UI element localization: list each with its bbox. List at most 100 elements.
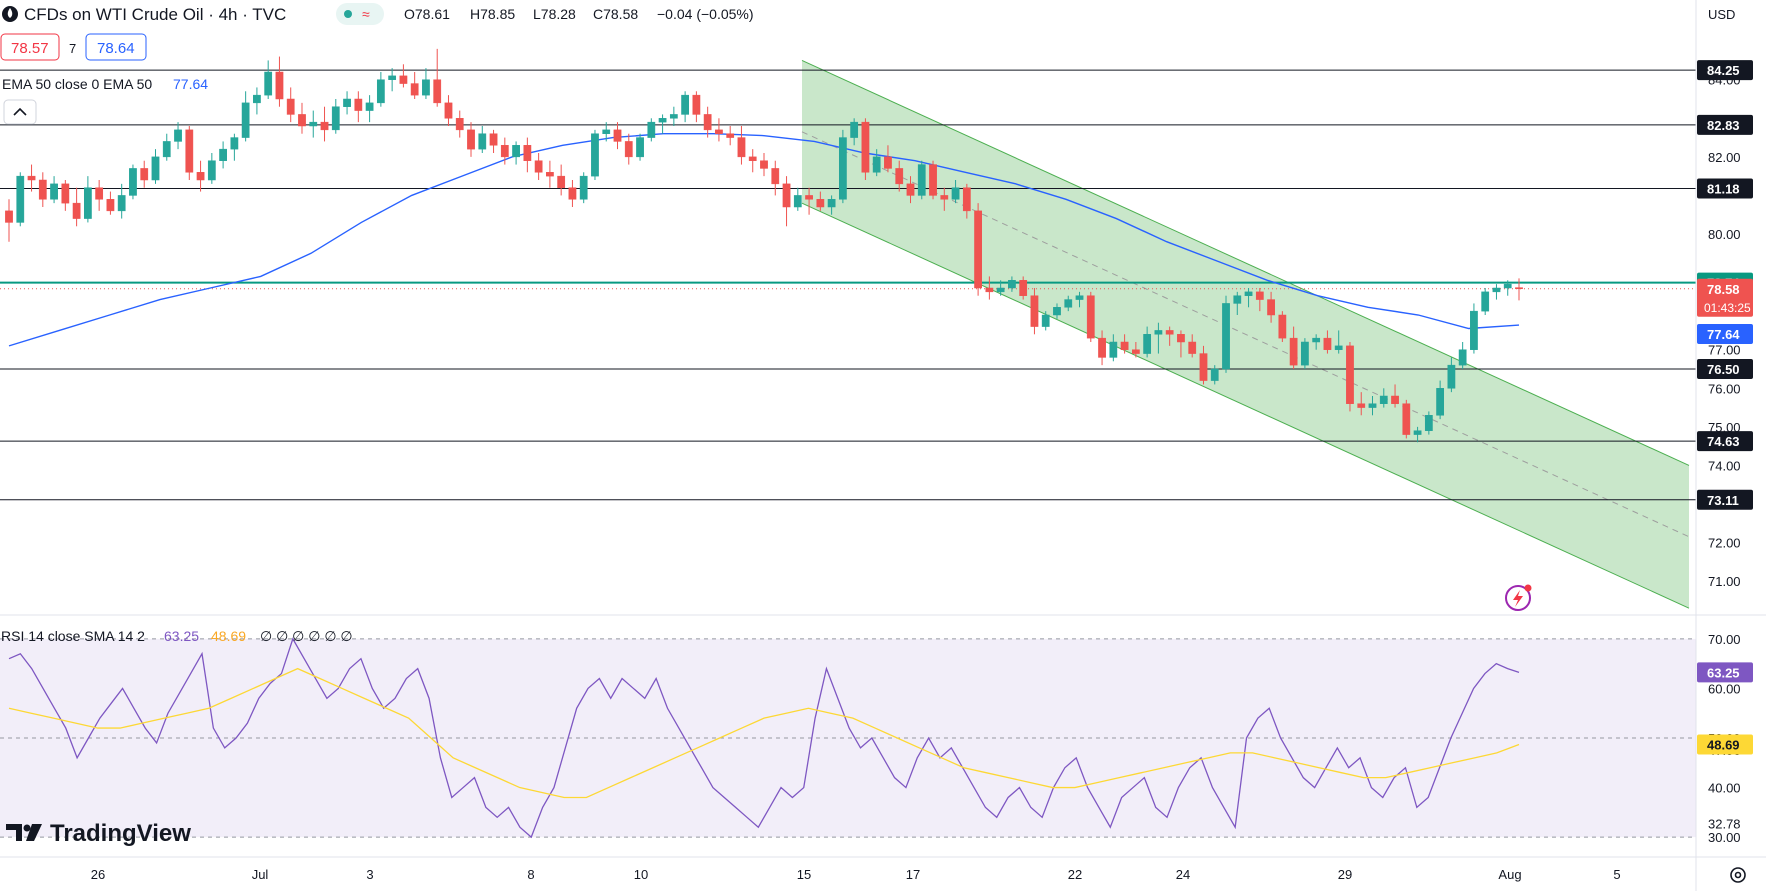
candle[interactable]	[433, 48, 442, 107]
candle[interactable]	[1064, 295, 1073, 312]
regression-channel[interactable]	[801, 59, 1690, 609]
candle[interactable]	[861, 118, 870, 180]
candle[interactable]	[264, 60, 273, 99]
candle[interactable]	[219, 141, 227, 169]
candle[interactable]	[331, 99, 340, 134]
candle[interactable]	[1391, 384, 1399, 408]
candle[interactable]	[951, 180, 960, 204]
candle[interactable]	[230, 133, 239, 161]
candle[interactable]	[162, 133, 171, 161]
candle[interactable]	[129, 164, 137, 200]
candle[interactable]	[827, 195, 836, 215]
main-pane[interactable]	[0, 0, 1696, 615]
candle[interactable]	[929, 160, 937, 200]
candle[interactable]	[1436, 380, 1445, 420]
candle[interactable]	[50, 176, 58, 204]
candle[interactable]	[196, 160, 205, 192]
candle[interactable]	[793, 187, 802, 211]
currency-label[interactable]: USD	[1708, 7, 1735, 22]
candle[interactable]	[1086, 291, 1095, 342]
candle[interactable]	[241, 91, 250, 142]
candle[interactable]	[748, 149, 757, 173]
candle[interactable]	[500, 137, 509, 165]
candlestick-series[interactable]	[5, 48, 1523, 443]
candle[interactable]	[253, 87, 261, 115]
candle[interactable]	[613, 122, 622, 150]
candle[interactable]	[624, 133, 633, 165]
candle[interactable]	[523, 137, 532, 173]
tradingview-logo[interactable]: TradingView	[6, 820, 191, 847]
candle[interactable]	[343, 91, 351, 115]
candle[interactable]	[850, 118, 859, 146]
candle[interactable]	[1334, 330, 1343, 354]
candle[interactable]	[1379, 388, 1388, 408]
candle[interactable]	[1109, 334, 1118, 362]
candle[interactable]	[1470, 303, 1478, 354]
candle[interactable]	[906, 176, 915, 204]
candle[interactable]	[1267, 291, 1275, 323]
collapse-legend-button[interactable]	[3, 99, 37, 125]
candle[interactable]	[1301, 338, 1309, 369]
candle[interactable]	[1041, 311, 1050, 331]
candle[interactable]	[1424, 411, 1433, 435]
candle[interactable]	[1030, 288, 1039, 335]
candle[interactable]	[72, 187, 81, 227]
candle[interactable]	[816, 191, 825, 211]
candle[interactable]	[1075, 291, 1084, 308]
candle[interactable]	[1447, 357, 1456, 393]
candle[interactable]	[388, 68, 397, 92]
candle[interactable]	[715, 118, 723, 142]
candle[interactable]	[726, 126, 735, 146]
candle[interactable]	[1481, 288, 1490, 315]
candle[interactable]	[61, 180, 70, 211]
candle[interactable]	[1503, 280, 1512, 296]
candle[interactable]	[512, 141, 520, 165]
rsi-axis[interactable]: 30.0040.0050.0060.0070.0047.5632.7863.25…	[1697, 632, 1753, 845]
candle[interactable]	[1131, 342, 1140, 358]
candle[interactable]	[38, 172, 47, 207]
candle[interactable]	[884, 145, 892, 173]
market-status-pill[interactable]	[336, 3, 384, 25]
candle[interactable]	[1312, 334, 1321, 350]
chart-legend[interactable]: CFDs on WTI Crude Oil · 4h · TVC ≈ O78.6…	[2, 3, 754, 25]
candle[interactable]	[83, 176, 92, 223]
candle[interactable]	[692, 91, 701, 123]
candle[interactable]	[1188, 334, 1197, 358]
time-axis[interactable]: 26 Jul 3 8 10 15 17 22 24 29 Aug 5	[91, 867, 1621, 882]
channel-median-line[interactable]	[801, 131, 1690, 538]
candle[interactable]	[681, 91, 690, 123]
candle[interactable]	[444, 95, 453, 126]
candle[interactable]	[5, 199, 13, 242]
candle[interactable]	[117, 183, 126, 219]
rsi-pane[interactable]	[0, 638, 1696, 838]
buy-button[interactable]	[85, 33, 147, 61]
candle[interactable]	[27, 164, 36, 192]
candle[interactable]	[365, 95, 374, 123]
candle[interactable]	[760, 153, 768, 177]
candle[interactable]	[410, 72, 419, 99]
candle[interactable]	[376, 72, 385, 107]
channel-lower-line[interactable]	[801, 202, 1690, 609]
settings-gear-icon[interactable]	[1730, 867, 1746, 883]
candle[interactable]	[1346, 342, 1354, 412]
candle[interactable]	[478, 126, 487, 153]
candle[interactable]	[1210, 365, 1219, 385]
candle[interactable]	[1053, 303, 1061, 319]
events-lightning-icon[interactable]	[1505, 584, 1532, 611]
candle[interactable]	[838, 129, 847, 204]
candle[interactable]	[1233, 291, 1242, 315]
candle[interactable]	[737, 126, 746, 165]
candle[interactable]	[1008, 276, 1016, 292]
candle[interactable]	[974, 203, 982, 296]
candle[interactable]	[1402, 399, 1411, 439]
candle[interactable]	[354, 91, 363, 123]
channel-upper-line[interactable]	[801, 59, 1690, 466]
candle[interactable]	[669, 106, 678, 126]
candle[interactable]	[1492, 284, 1501, 300]
candle[interactable]	[917, 160, 926, 200]
candle[interactable]	[602, 122, 611, 142]
candle[interactable]	[1413, 426, 1422, 443]
candle[interactable]	[534, 153, 543, 180]
candle[interactable]	[895, 160, 904, 192]
